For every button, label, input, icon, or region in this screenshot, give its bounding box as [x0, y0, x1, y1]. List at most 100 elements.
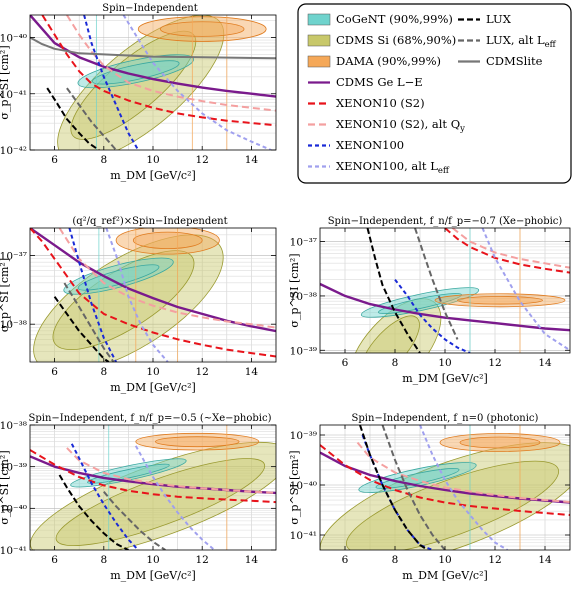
- dama-region-99%: [135, 432, 260, 451]
- legend-label-cdms_si: CDMS Si (68%,90%): [336, 33, 456, 47]
- y-tick-label: 10⁻⁴⁰: [0, 503, 27, 515]
- legend-swatch-cogent: [307, 13, 331, 26]
- x-tick-label: 8: [100, 154, 107, 166]
- x-tick-label: 14: [538, 554, 552, 566]
- cdms_si-region-68%: [345, 460, 560, 550]
- legend-label-xenon100_alt: XENON100, alt Leff: [336, 159, 450, 176]
- x-tick-label: 10: [438, 554, 451, 566]
- legend-label-lux_alt: LUX, alt Leff: [486, 33, 557, 50]
- legend-swatch-dama: [307, 55, 331, 68]
- confidence-regions: [33, 228, 224, 362]
- cogent-region-90%: [375, 468, 460, 489]
- x-tick-label: 12: [196, 154, 209, 166]
- x-tick-label: 8: [392, 554, 399, 566]
- legend-entry-lux_alt: LUX, alt Leff: [458, 33, 557, 50]
- chart-panel-2: 6 8 10 12 14 10⁻³⁸ 10⁻³⁷ (q²/q_ref²)×Spin−Indep…: [0, 216, 277, 394]
- dama-region-99%: [434, 293, 566, 308]
- legend-swatch-cdms_si: [307, 34, 331, 47]
- x-axis-label: m_DM [GeV/c²]: [110, 169, 196, 182]
- series-xenon100_alt: [122, 15, 272, 150]
- y-tick-label: 10⁻³⁸: [0, 319, 27, 331]
- legend-label-cdmslite: CDMSlite: [486, 54, 543, 68]
- x-tick-label: 12: [488, 357, 501, 369]
- cdms_si-region-90%: [348, 298, 442, 353]
- y-tick-label: 10⁻³⁹: [0, 462, 27, 474]
- x-tick-label: 14: [245, 554, 259, 566]
- x-tick-label: 14: [245, 366, 259, 378]
- y-axis-label: σ_p^SI [cm²]: [0, 450, 11, 524]
- dama-region-90%: [132, 231, 203, 250]
- y-tick-label: 10⁻³⁹: [290, 345, 317, 357]
- series-xenon100: [394, 278, 471, 353]
- series-xenon10: [30, 449, 276, 504]
- cogent-region-99%: [360, 287, 480, 318]
- confidence-regions: [30, 425, 276, 550]
- dama-region-90%: [457, 296, 543, 305]
- legend-entry-cogent: CoGeNT (90%,99%): [307, 12, 453, 26]
- legend-label-xenon100: XENON100: [336, 138, 404, 152]
- legend-entry-dama: DAMA (90%,99%): [307, 54, 441, 68]
- x-tick-label: 8: [100, 554, 107, 566]
- series-lux: [366, 228, 421, 353]
- series-xenon100_alt: [481, 228, 570, 352]
- panel-title: Spin−Independent, f_n/f_p=−0.5 (~Xe−phob…: [29, 413, 272, 424]
- legend-entry-xenon100: XENON100: [308, 138, 404, 152]
- cogent-region-99%: [63, 257, 174, 295]
- legend-frame: [297, 3, 572, 184]
- x-tick-label: 10: [146, 554, 159, 566]
- series-xenon100: [70, 443, 139, 550]
- legend-label-lux: LUX: [486, 12, 512, 26]
- cogent-region-90%: [92, 60, 180, 85]
- x-axis-label: m_DM [GeV/c²]: [402, 372, 488, 385]
- x-tick-label: 6: [51, 154, 58, 166]
- legend-entry-xenon100_alt: XENON100, alt Leff: [308, 159, 450, 176]
- series-lux: [359, 425, 429, 550]
- series-lux_alt: [63, 282, 115, 362]
- x-tick-label: 12: [488, 554, 501, 566]
- y-axis-label: σ_p^SI [cm²]: [288, 253, 301, 327]
- series-lux: [46, 87, 100, 150]
- series-lux_alt: [103, 491, 166, 550]
- panel-title: (q²/q_ref²)×Spin−Independent: [72, 216, 227, 227]
- y-axis-label: σ_p^SI [cm²]: [288, 450, 301, 524]
- series-xenon100_alt: [105, 228, 169, 362]
- y-tick-label: 10⁻³⁸: [0, 420, 27, 432]
- series-cdms_ge_le: [320, 451, 570, 504]
- panel-title: Spin−Independent, f_n=0 (photonic): [352, 413, 539, 424]
- series-lines: [30, 15, 276, 150]
- x-tick-label: 12: [196, 554, 209, 566]
- legend-label-cogent: CoGeNT (90%,99%): [336, 12, 453, 26]
- legend-entry-xenon10_alt: XENON10 (S2), alt Qy: [308, 117, 465, 134]
- chart-panel-4: 6 8 10 12 14 10⁻⁴¹ 10⁻⁴⁰ 10⁻³⁹ 10⁻³⁸Spin−Indepen…: [0, 413, 277, 582]
- series-xenon10_alt: [451, 228, 570, 269]
- legend-entry-cdms_ge_le: CDMS Ge L−E: [308, 75, 423, 89]
- chart-panel-1: 6 8 10 12 14 10⁻⁴² 10⁻⁴¹ 10⁻⁴⁰ Spin−Independent m…: [0, 3, 277, 182]
- legend-entry-cdmslite: CDMSlite: [458, 54, 543, 68]
- series-lux_alt: [414, 228, 459, 340]
- legend-box: CoGeNT (90%,99%) CDMS Si (68%,90%) DAMA (9…: [297, 3, 572, 184]
- series-xenon100_alt: [419, 425, 509, 550]
- x-axis-label: m_DM [GeV/c²]: [110, 569, 196, 582]
- series-lines: [320, 228, 570, 353]
- y-tick-label: 10⁻³⁹: [290, 430, 317, 442]
- legend-label-xenon10_alt: XENON10 (S2), alt Qy: [336, 117, 465, 134]
- legend-entry-lux: LUX: [458, 12, 512, 26]
- x-tick-label: 14: [538, 357, 552, 369]
- x-tick-label: 6: [51, 554, 58, 566]
- series-xenon10: [30, 228, 276, 358]
- series-xenon10: [444, 228, 570, 274]
- panel-title: Spin−Independent, f_n/f_p=−0.7 (Xe−phobi…: [328, 216, 563, 227]
- y-tick-label: 10⁻³⁸: [290, 291, 317, 303]
- cdms_si-region-68%: [55, 458, 266, 547]
- panel-title: Spin−Independent: [102, 3, 198, 14]
- x-tick-label: 6: [51, 366, 58, 378]
- y-tick-label: 10⁻⁴²: [0, 145, 27, 157]
- series-lux: [58, 474, 129, 550]
- series-xenon10_alt: [66, 15, 276, 112]
- series-lines: [320, 425, 570, 550]
- x-axis-label: m_DM [GeV/c²]: [402, 569, 488, 582]
- chart-panel-3: 6 8 10 12 14 10⁻³⁹ 10⁻³⁸ 10⁻³⁷ Spin−Independent,…: [288, 216, 571, 385]
- cdms_si-region-68%: [52, 250, 195, 351]
- x-tick-label: 8: [392, 357, 399, 369]
